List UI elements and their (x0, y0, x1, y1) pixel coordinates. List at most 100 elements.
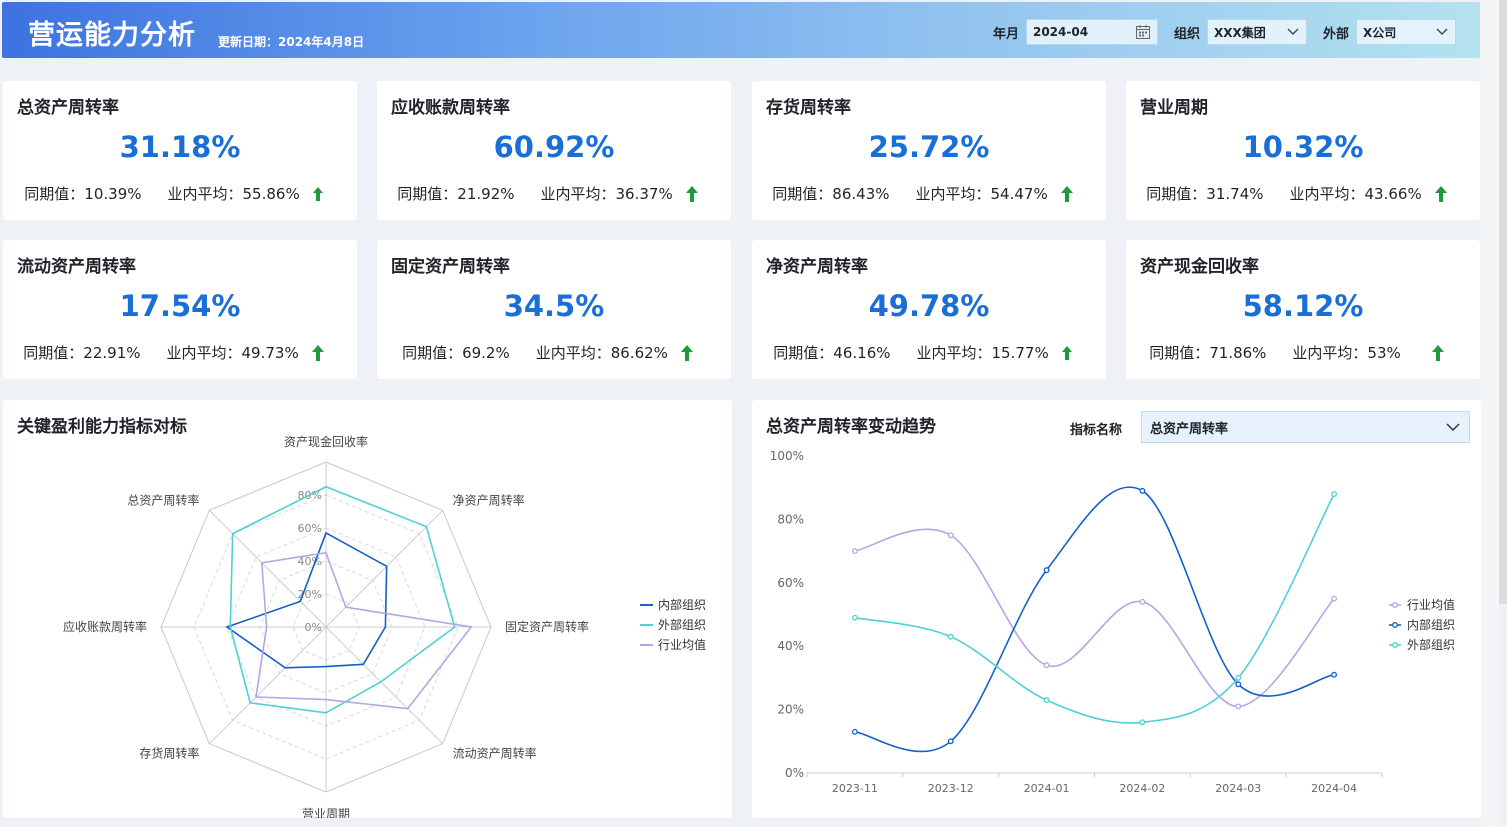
line-point (947, 532, 954, 539)
line-point (1235, 674, 1242, 681)
trend-panel-title: 总资产周转率变动趋势 (766, 417, 936, 437)
line-point (1043, 662, 1050, 669)
radar-axis-label: 固定资产周转率 (505, 619, 589, 634)
filter-bar: 年月 2024-04 组织 XXX集团 外部 X公司 (993, 19, 1456, 45)
line-point (851, 728, 858, 735)
radar-axis-label: 营业周期 (302, 807, 350, 818)
up-arrow-icon (680, 344, 694, 362)
y-tick-label: 80% (777, 512, 804, 526)
line-point (1235, 681, 1242, 688)
line-point (947, 738, 954, 745)
up-arrow-icon (1434, 185, 1448, 203)
kpi-card-inventory-turnover: 存货周转率 25.72% 同期值：86.43% 业内平均：54.47% (752, 81, 1106, 220)
up-arrow-icon (312, 186, 324, 202)
radar-grid-ring (259, 560, 393, 694)
kpi-prev-value: 同期值：21.92% (397, 185, 515, 203)
chevron-down-icon (1286, 27, 1300, 37)
kpi-prev-value: 同期值：71.86% (1149, 344, 1267, 362)
kpi-value: 25.72% (868, 130, 990, 164)
indicator-select[interactable]: 总资产周转率 (1141, 411, 1470, 443)
month-filter-label: 年月 (992, 26, 1019, 42)
kpi-title: 营业周期 (1140, 98, 1208, 118)
legend-marker (1392, 622, 1398, 628)
kpi-prev-value: 同期值：10.39% (24, 185, 142, 203)
radar-tick-label: 0% (305, 621, 322, 634)
indicator-select-value: 总资产周转率 (1150, 421, 1229, 437)
radar-axis-label: 存货周转率 (139, 746, 199, 761)
line-point (851, 614, 858, 621)
legend-label: 行业均值 (658, 637, 706, 652)
x-tick-label: 2024-02 (1119, 782, 1165, 795)
kpi-prev-value: 同期值：22.91% (23, 344, 141, 362)
radar-panel-title: 关键盈利能力指标对标 (17, 417, 187, 437)
line-series-行业均值 (854, 528, 1335, 708)
legend-marker (1392, 642, 1398, 648)
month-filter-value: 2024-04 (1032, 25, 1089, 39)
chevron-down-icon (1445, 422, 1461, 432)
radar-axis-label: 资产现金回收率 (284, 434, 368, 449)
line-point (851, 548, 858, 555)
update-date: 更新日期：2024年4月8日 (218, 35, 365, 49)
y-tick-label: 40% (777, 639, 804, 653)
kpi-prev-value: 同期值：69.2% (402, 344, 510, 362)
line-point (1139, 719, 1146, 726)
x-tick-label: 2023-12 (928, 782, 974, 795)
kpi-title: 流动资产周转率 (17, 257, 136, 277)
radar-chart: 0%20%40%60%80%资产现金回收率净资产周转率固定资产周转率流动资产周转… (63, 434, 706, 818)
calendar-icon[interactable] (1135, 24, 1151, 40)
line-series-外部组织 (854, 493, 1335, 724)
scrollbar-thumb[interactable] (1499, 0, 1507, 604)
kpi-prev-value: 同期值：31.74% (1146, 185, 1264, 203)
line-point (1331, 491, 1338, 497)
radar-axis-label: 净资产周转率 (453, 492, 525, 507)
kpi-card-operating-cycle: 营业周期 10.32% 同期值：31.74% 业内平均：43.66% (1126, 81, 1480, 220)
legend-label: 外部组织 (1407, 637, 1455, 652)
legend-label: 内部组织 (1407, 617, 1455, 632)
x-tick-label: 2023-11 (832, 782, 878, 795)
line-point (1139, 487, 1146, 494)
up-arrow-icon (685, 185, 699, 203)
radar-axis-label: 应收账款周转率 (63, 619, 147, 634)
radar-series-外部组织 (229, 485, 456, 714)
legend-label: 内部组织 (658, 597, 706, 612)
org-filter-select[interactable]: XXX集团 (1206, 19, 1307, 45)
y-tick-label: 0% (785, 766, 804, 780)
kpi-value: 31.18% (119, 130, 241, 164)
radar-axis-label: 总资产周转率 (127, 492, 199, 507)
up-arrow-icon (1431, 344, 1445, 362)
kpi-title: 存货周转率 (766, 98, 851, 118)
kpi-industry-avg: 业内平均：36.37% (540, 185, 673, 203)
scrollbar-track[interactable] (1481, 0, 1499, 827)
org-filter-label: 组织 (1173, 26, 1200, 42)
org-filter-value: XXX集团 (1213, 25, 1266, 40)
kpi-industry-avg: 业内平均：49.73% (166, 344, 299, 362)
external-filter-label: 外部 (1322, 26, 1349, 42)
month-filter-input[interactable]: 2024-04 (1025, 19, 1158, 45)
kpi-value: 60.92% (493, 130, 615, 164)
line-point (1331, 595, 1338, 602)
y-tick-label: 60% (777, 576, 804, 590)
x-tick-label: 2024-03 (1215, 782, 1261, 795)
kpi-value: 49.78% (868, 289, 990, 323)
external-filter-select[interactable]: X公司 (1356, 19, 1456, 45)
kpi-value: 17.54% (119, 289, 241, 323)
line-series-内部组织 (854, 486, 1335, 753)
legend-label: 外部组织 (658, 617, 706, 632)
line-point (947, 633, 954, 640)
header-bar: 营运能力分析 更新日期：2024年4月8日 年月 2024-04 组织 XXX集… (2, 2, 1480, 58)
line-point (1043, 567, 1050, 574)
kpi-value: 58.12% (1242, 289, 1364, 323)
kpi-title: 应收账款周转率 (391, 98, 510, 118)
indicator-select-label: 指标名称 (1070, 423, 1123, 438)
y-tick-label: 20% (777, 703, 804, 717)
kpi-industry-avg: 业内平均：86.62% (535, 344, 668, 362)
line-point (1043, 697, 1050, 704)
kpi-title: 资产现金回收率 (1140, 257, 1259, 277)
x-tick-label: 2024-01 (1024, 782, 1070, 795)
up-arrow-icon (1061, 345, 1073, 361)
radar-spoke (325, 626, 444, 745)
chevron-down-icon (1435, 27, 1449, 37)
radar-series-行业均值 (255, 551, 473, 710)
kpi-card-receivable-turnover: 应收账款周转率 60.92% 同期值：21.92% 业内平均：36.37% (377, 81, 731, 220)
